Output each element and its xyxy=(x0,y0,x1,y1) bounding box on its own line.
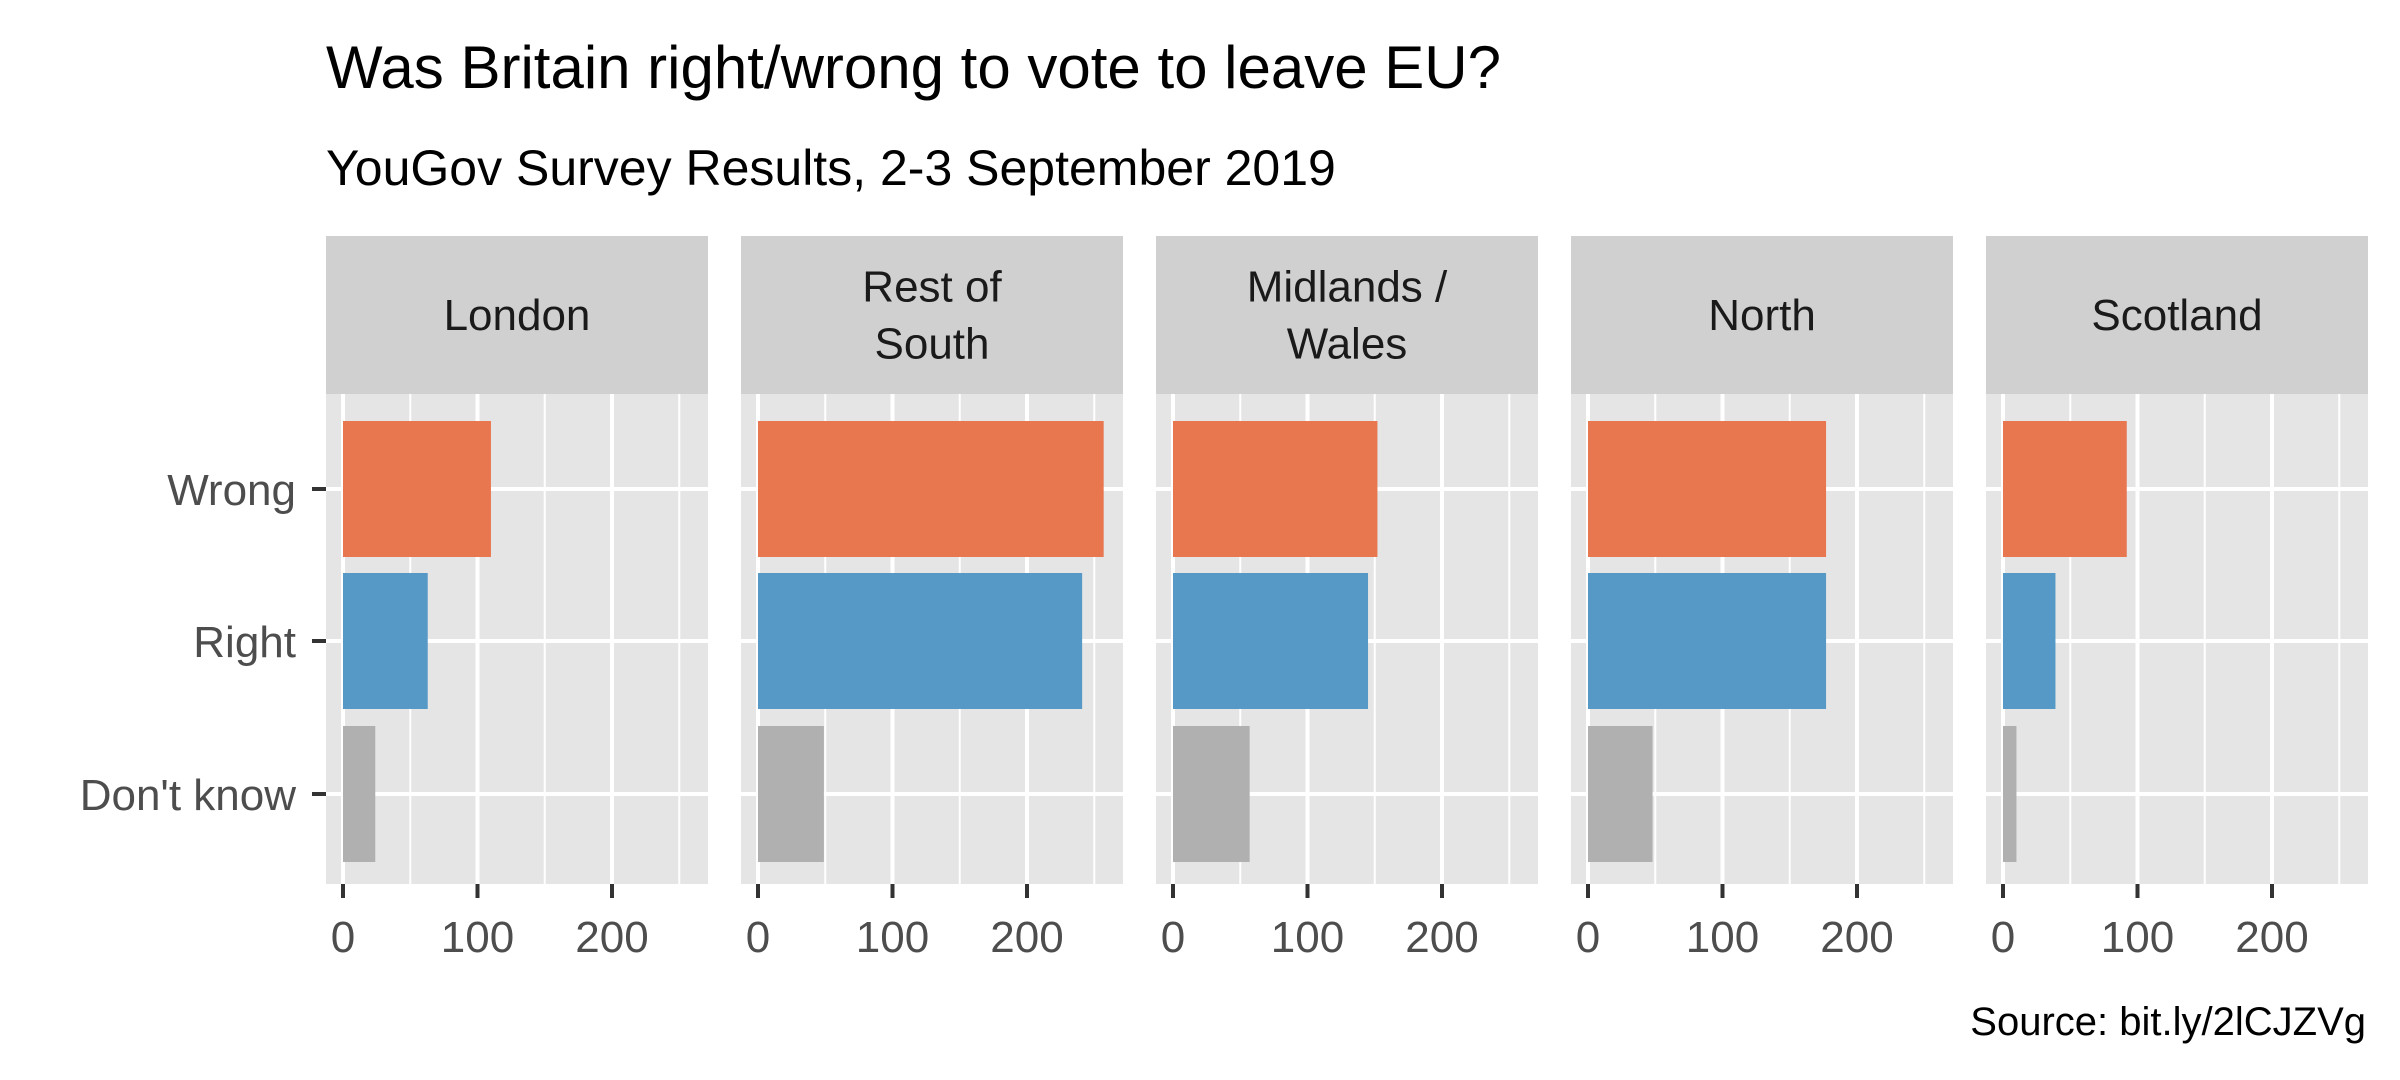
bar xyxy=(2003,573,2056,709)
facet-label: Rest of xyxy=(862,263,1002,312)
x-tick-label: 100 xyxy=(1686,913,1759,962)
bar xyxy=(758,421,1104,557)
facet-strip xyxy=(326,236,708,394)
chart-subtitle: YouGov Survey Results, 2-3 September 201… xyxy=(326,140,1336,196)
chart-caption: Source: bit.ly/2lCJZVg xyxy=(1970,1000,2366,1044)
facet-label: Midlands / xyxy=(1247,263,1448,312)
facet-strip xyxy=(1571,236,1953,394)
category-label: Don't know xyxy=(80,771,297,820)
bar xyxy=(2003,726,2017,862)
facet-label: Scotland xyxy=(2091,291,2262,340)
bar xyxy=(1588,573,1827,709)
facet-panel: Rest of South 0 100 200 xyxy=(741,236,1123,962)
facet-label: North xyxy=(1708,291,1816,340)
x-tick-label: 100 xyxy=(2101,913,2174,962)
facet-panel: Scotland 0 100 200 xyxy=(1986,236,2368,962)
facet-strip xyxy=(741,236,1123,394)
bar xyxy=(758,726,824,862)
bar xyxy=(1173,726,1250,862)
bar xyxy=(343,573,428,709)
facet-strip xyxy=(1156,236,1538,394)
x-tick-label: 0 xyxy=(1161,913,1185,962)
facet-label: London xyxy=(444,291,591,340)
x-tick-label: 200 xyxy=(575,913,648,962)
bar xyxy=(343,726,376,862)
facet-strip xyxy=(1986,236,2368,394)
x-tick-label: 200 xyxy=(2235,913,2308,962)
category-label: Right xyxy=(193,618,296,667)
facet-panel: Midlands / Wales 0 100 200 xyxy=(1156,236,1538,962)
bar xyxy=(2003,421,2127,557)
x-tick-label: 0 xyxy=(1991,913,2015,962)
x-tick-label: 100 xyxy=(856,913,929,962)
facet-panel: London 0 100 200 xyxy=(326,236,708,962)
bar xyxy=(1588,421,1827,557)
x-tick-label: 200 xyxy=(1405,913,1478,962)
x-tick-label: 0 xyxy=(331,913,355,962)
bar xyxy=(1588,726,1653,862)
x-tick-label: 200 xyxy=(990,913,1063,962)
bar xyxy=(1173,421,1378,557)
x-tick-label: 100 xyxy=(441,913,514,962)
facet-label: South xyxy=(875,320,990,369)
facet-label: Wales xyxy=(1287,320,1408,369)
category-label: Wrong xyxy=(167,466,296,515)
x-tick-label: 0 xyxy=(1576,913,1600,962)
x-tick-label: 200 xyxy=(1820,913,1893,962)
facet-panel: North 0 100 200 xyxy=(1571,236,1953,962)
x-tick-label: 0 xyxy=(746,913,770,962)
chart-title: Was Britain right/wrong to vote to leave… xyxy=(326,34,1501,101)
bar xyxy=(343,421,491,557)
category-axis: Wrong Right Don't know xyxy=(80,466,326,820)
bar xyxy=(758,573,1083,709)
x-tick-label: 100 xyxy=(1271,913,1344,962)
bar xyxy=(1173,573,1369,709)
